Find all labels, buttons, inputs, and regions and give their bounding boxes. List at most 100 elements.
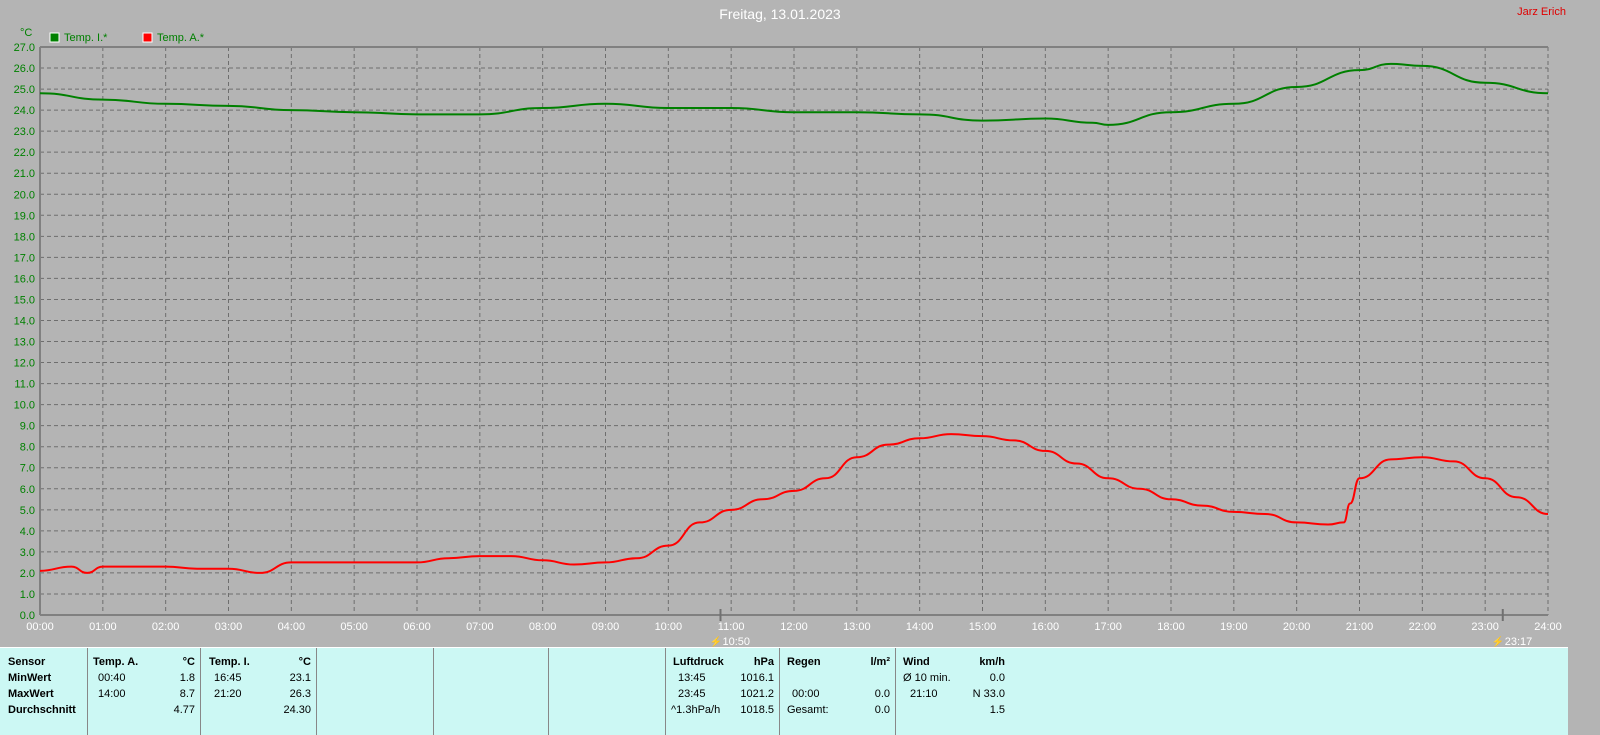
cell: Gesamt: [787,704,829,717]
x-tick-label: 15:00 [969,621,997,633]
cell: 4.77 [174,704,195,717]
cell: 23:45 [678,688,706,701]
cell: 26.3 [290,688,311,701]
x-tick-label: 07:00 [466,621,494,633]
y-tick-label: 9.0 [20,421,35,433]
legend-label: Temp. I.* [64,32,108,44]
header: Temp. A. [93,656,138,669]
row-label: MaxWert [8,688,54,701]
unit: hPa [754,656,774,669]
cell: 8.7 [180,688,195,701]
y-tick-label: 4.0 [20,526,35,538]
lightning-icon: ⚡ [709,635,721,647]
header: Luftdruck [673,656,724,669]
x-tick-label: 10:00 [655,621,683,633]
x-tick-label: 12:00 [780,621,808,633]
col-regen: Regen l/m² 00:00 0.0 Gesamt: 0.0 [779,648,896,735]
unit: l/m² [870,656,890,669]
y-tick-label: 21.0 [14,168,35,180]
y-tick-label: 8.0 [20,442,35,454]
col-luftdruck: Luftdruck hPa 13:45 1016.1 23:45 1021.2 … [665,648,780,735]
x-tick-label: 11:00 [718,621,745,633]
x-tick-label: 20:00 [1283,621,1311,633]
legend-swatch [50,33,59,42]
x-tick-label: 06:00 [403,621,431,633]
x-tick-label: 08:00 [529,621,557,633]
unit: km/h [979,656,1005,669]
col-wind: Wind km/h Ø 10 min. 0.0 21:10 N 33.0 1.5 [895,648,1011,735]
row-label: Durchschnitt [8,704,76,717]
y-tick-label: 2.0 [20,568,35,580]
y-tick-label: 18.0 [14,231,35,243]
col-sensor: Sensor MinWert MaxWert Durchschnitt [0,648,87,735]
unit: °C [299,656,311,669]
y-tick-label: 20.0 [14,189,35,201]
x-tick-label: 21:00 [1346,621,1374,633]
x-tick-label: 05:00 [340,621,368,633]
y-tick-label: 13.0 [14,337,35,349]
y-tick-label: 15.0 [14,294,35,306]
cell: 13:45 [678,672,706,685]
col-temp-a: Temp. A. °C 00:40 1.8 14:00 8.7 4.77 [87,648,201,735]
y-tick-label: 7.0 [20,463,35,475]
x-tick-label: 23:00 [1471,621,1499,633]
y-tick-label: 17.0 [14,252,35,264]
cell: N 33.0 [973,688,1005,701]
summary-table: Sensor MinWert MaxWert Durchschnitt Temp… [0,647,1568,735]
cell: 14:00 [98,688,126,701]
y-tick-label: 19.0 [14,210,35,222]
cell: 21:20 [214,688,242,701]
cell: 1016.1 [740,672,774,685]
x-tick-label: 18:00 [1157,621,1185,633]
row-label: MinWert [8,672,51,685]
cell: 1018.5 [740,704,774,717]
y-tick-label: 26.0 [14,63,35,75]
x-tick-label: 02:00 [152,621,180,633]
x-tick-label: 13:00 [843,621,871,633]
x-tick-label: 22:00 [1409,621,1437,633]
cell: 0.0 [875,704,890,717]
y-tick-label: 23.0 [14,126,35,138]
col-temp-i: Temp. I. °C 16:45 23.1 21:20 26.3 24.30 [200,648,317,735]
y-tick-label: 14.0 [14,315,35,327]
cell: 1021.2 [740,688,774,701]
y-axis-unit: °C [20,27,32,39]
legend-label: Temp. A.* [157,32,205,44]
unit: °C [183,656,195,669]
y-tick-label: 5.0 [20,505,35,517]
cell: 00:40 [98,672,126,685]
cell: 16:45 [214,672,242,685]
x-tick-label: 24:00 [1534,621,1562,633]
x-tick-label: 16:00 [1032,621,1060,633]
y-tick-label: 11.0 [14,379,35,391]
cell: Ø 10 min. [903,672,951,685]
series-line [40,64,1548,125]
y-tick-label: 22.0 [14,147,35,159]
cell: 21:10 [910,688,938,701]
cell: 00:00 [792,688,820,701]
temperature-chart: 0.01.02.03.04.05.06.07.08.09.010.011.012… [0,0,1600,647]
x-tick-label: 04:00 [278,621,306,633]
x-tick-label: 17:00 [1094,621,1122,633]
x-tick-label: 14:00 [906,621,934,633]
col-empty [316,648,434,735]
col-empty [433,648,549,735]
header: Temp. I. [209,656,250,669]
header: Wind [903,656,930,669]
y-tick-label: 6.0 [20,484,35,496]
cell: 23.1 [290,672,311,685]
x-tick-label: 09:00 [592,621,620,633]
cell: 1.5 [990,704,1005,717]
x-tick-label: 01:00 [89,621,117,633]
y-tick-label: 24.0 [14,105,35,117]
marker-time: 10:50 [722,636,750,647]
x-tick-label: 19:00 [1220,621,1248,633]
cell: 0.0 [875,688,890,701]
col-empty [548,648,666,735]
header: Regen [787,656,821,669]
x-tick-label: 03:00 [215,621,243,633]
marker-time: 23:17 [1505,636,1533,647]
x-tick-label: 00:00 [26,621,54,633]
y-tick-label: 10.0 [14,400,35,412]
cell: 1.8 [180,672,195,685]
